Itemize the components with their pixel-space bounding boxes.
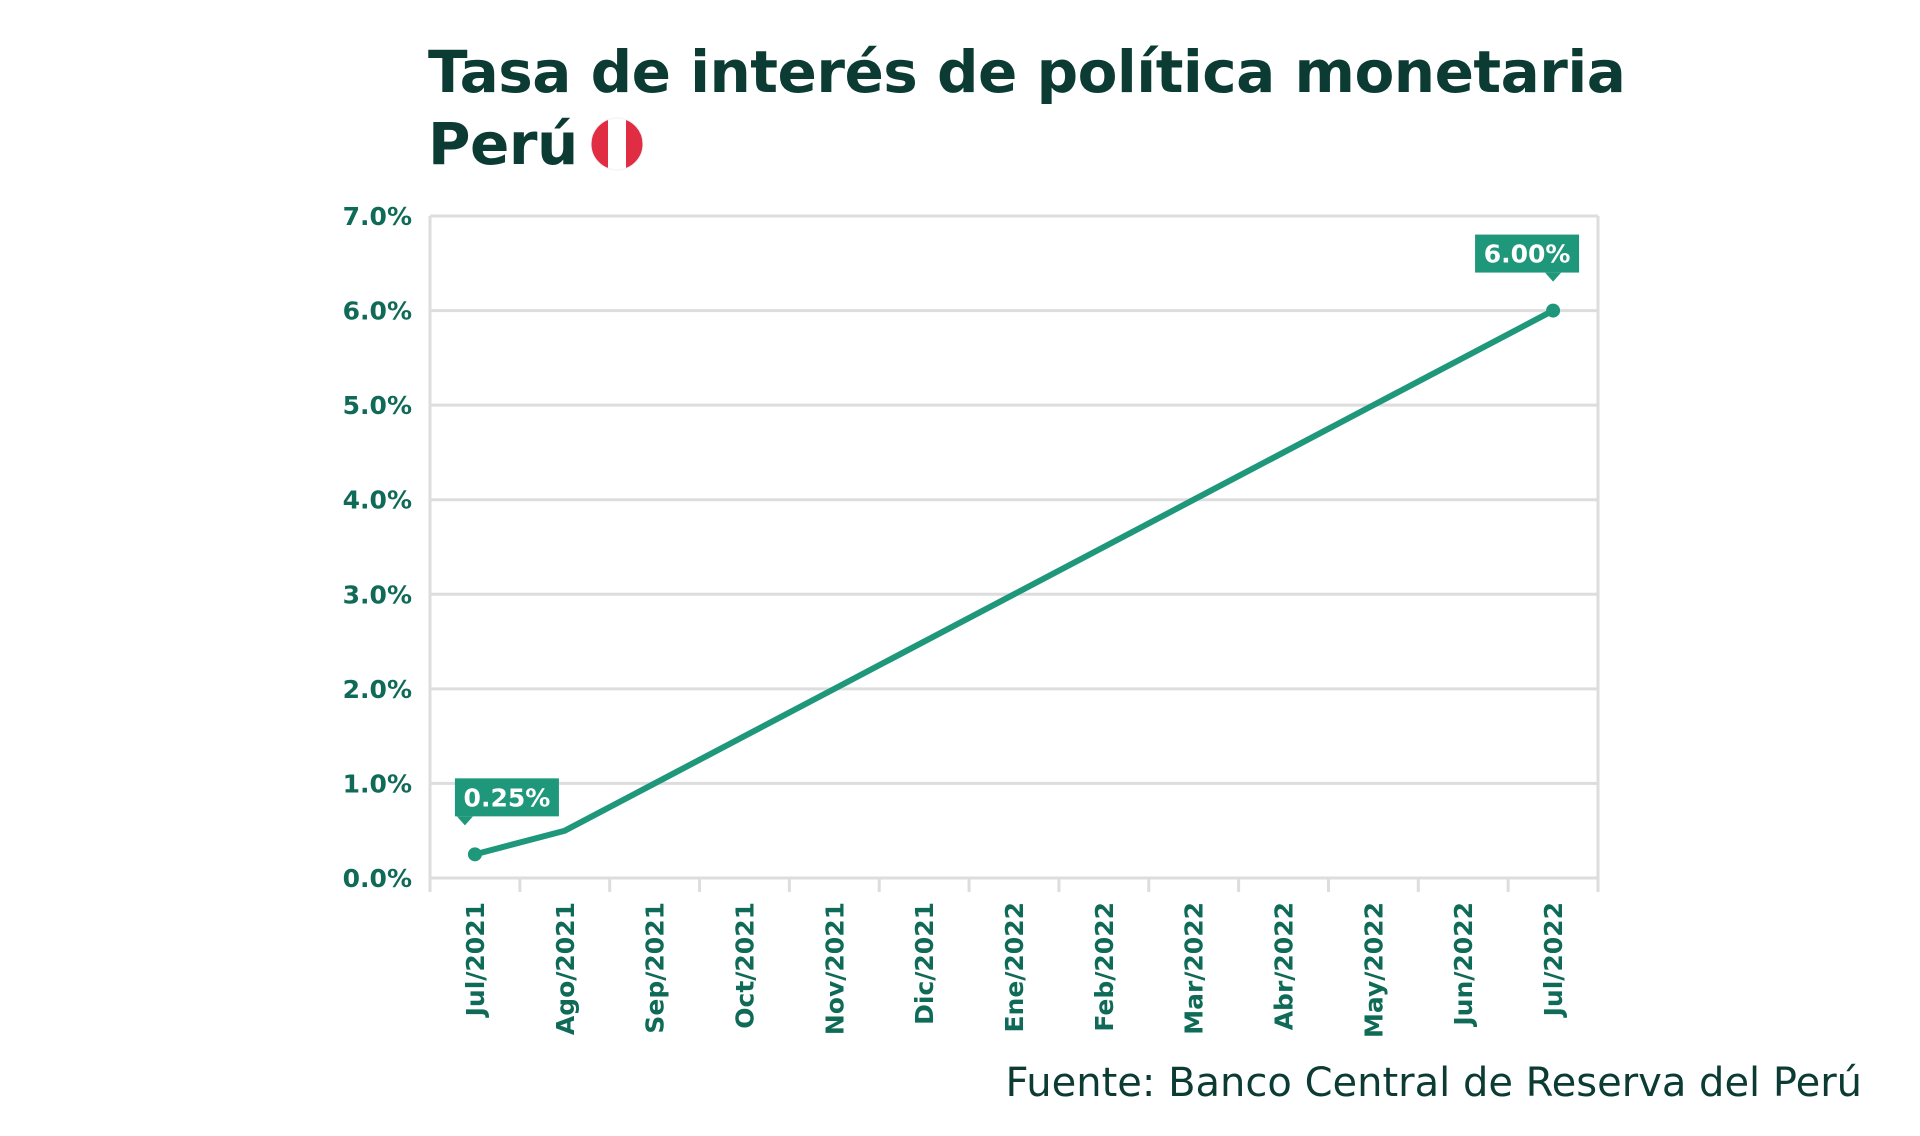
data-label-box: [454, 778, 559, 817]
data-point-marker: [467, 847, 482, 862]
data-point-marker: [1546, 303, 1561, 318]
data-label: 6.00%: [1484, 240, 1571, 269]
data-label: 0.25%: [464, 783, 551, 812]
title-line-2: Perú: [428, 108, 1625, 180]
x-tick-label: Sep/2021: [641, 902, 670, 1034]
data-label-pointer: [1545, 272, 1562, 282]
peru-flag-icon: [590, 117, 644, 171]
y-tick-label: 7.0%: [343, 202, 412, 231]
x-tick-label: Jun/2022: [1449, 902, 1478, 1028]
y-tick-label: 3.0%: [343, 580, 412, 609]
data-label-pointer: [456, 816, 473, 826]
x-tick-label: Abr/2022: [1270, 902, 1299, 1030]
x-tick-label: Mar/2022: [1180, 902, 1209, 1035]
x-tick-label: Jul/2022: [1539, 902, 1568, 1018]
y-tick-label: 5.0%: [343, 391, 412, 420]
series-line: [471, 307, 1557, 858]
x-tick-label: Oct/2021: [730, 902, 759, 1029]
x-tick-label: Dic/2021: [910, 902, 939, 1025]
x-tick-label: Feb/2022: [1090, 902, 1119, 1032]
title-line-1: Tasa de interés de política monetaria: [428, 38, 1626, 106]
y-tick-label: 6.0%: [343, 297, 412, 326]
title-country: Perú: [428, 110, 578, 178]
x-tick-label: May/2022: [1359, 902, 1388, 1038]
source-note: Fuente: Banco Central de Reserva del Per…: [1005, 1060, 1862, 1106]
x-tick-label: Jul/2021: [461, 902, 490, 1018]
x-tick-label: Ago/2021: [551, 902, 580, 1035]
y-tick-label: 0.0%: [343, 864, 412, 893]
y-tick-label: 4.0%: [343, 486, 412, 515]
x-tick-label: Ene/2022: [1000, 902, 1029, 1033]
data-label-box: [1475, 234, 1580, 273]
chart-title: Tasa de interés de política monetaria Pe…: [428, 36, 1626, 180]
y-tick-label: 1.0%: [343, 769, 412, 798]
x-tick-label: Nov/2021: [820, 902, 849, 1035]
y-tick-label: 2.0%: [343, 675, 412, 704]
